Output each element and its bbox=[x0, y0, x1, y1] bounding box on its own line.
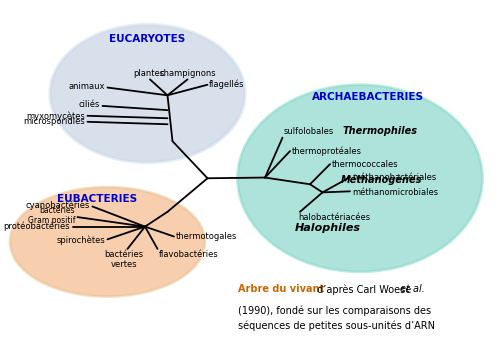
Text: thermoprotéales: thermoprotéales bbox=[292, 146, 362, 156]
Text: EUBACTERIES: EUBACTERIES bbox=[58, 194, 138, 204]
Ellipse shape bbox=[50, 25, 245, 162]
Ellipse shape bbox=[10, 187, 205, 297]
Text: EUCARYOTES: EUCARYOTES bbox=[110, 34, 186, 43]
Text: champignons: champignons bbox=[159, 69, 216, 78]
Text: animaux: animaux bbox=[68, 82, 105, 91]
Text: spirochètes: spirochètes bbox=[56, 235, 105, 245]
Text: flavobactéries: flavobactéries bbox=[159, 250, 219, 259]
Text: et al.: et al. bbox=[400, 284, 425, 294]
Text: méthanobactériales: méthanobactériales bbox=[352, 173, 436, 182]
Text: flagellés: flagellés bbox=[209, 79, 244, 89]
Text: thermococcales: thermococcales bbox=[332, 160, 398, 169]
Text: Méthanogènes: Méthanogènes bbox=[341, 175, 422, 185]
Text: ARCHAEBACTERIES: ARCHAEBACTERIES bbox=[312, 92, 424, 102]
Ellipse shape bbox=[238, 85, 482, 272]
Text: bactéries
vertes: bactéries vertes bbox=[104, 250, 144, 269]
Text: Halophiles: Halophiles bbox=[294, 223, 360, 233]
Text: Arbre du vivant: Arbre du vivant bbox=[238, 284, 324, 294]
Text: (1990), fondé sur les comparaisons des
séquences de petites sous-unités d’ARN: (1990), fondé sur les comparaisons des s… bbox=[238, 305, 434, 331]
Text: d’après Carl Woese: d’après Carl Woese bbox=[314, 284, 414, 295]
Text: méthanomicrobiales: méthanomicrobiales bbox=[352, 187, 438, 197]
Text: microsporidies: microsporidies bbox=[23, 117, 85, 126]
Text: sulfolobales: sulfolobales bbox=[284, 127, 334, 136]
Text: protéobactéries: protéobactéries bbox=[4, 222, 70, 231]
Text: cyanobactéries: cyanobactéries bbox=[26, 201, 90, 210]
Text: bactéries
Gram positif: bactéries Gram positif bbox=[28, 206, 75, 225]
Text: thermotogales: thermotogales bbox=[176, 232, 238, 241]
Text: ciliés: ciliés bbox=[78, 100, 100, 109]
Text: plantes: plantes bbox=[133, 69, 164, 78]
Text: Thermophiles: Thermophiles bbox=[342, 126, 417, 136]
Text: myxomycètes: myxomycètes bbox=[26, 111, 85, 120]
Text: halobactériacées: halobactériacées bbox=[298, 213, 370, 222]
